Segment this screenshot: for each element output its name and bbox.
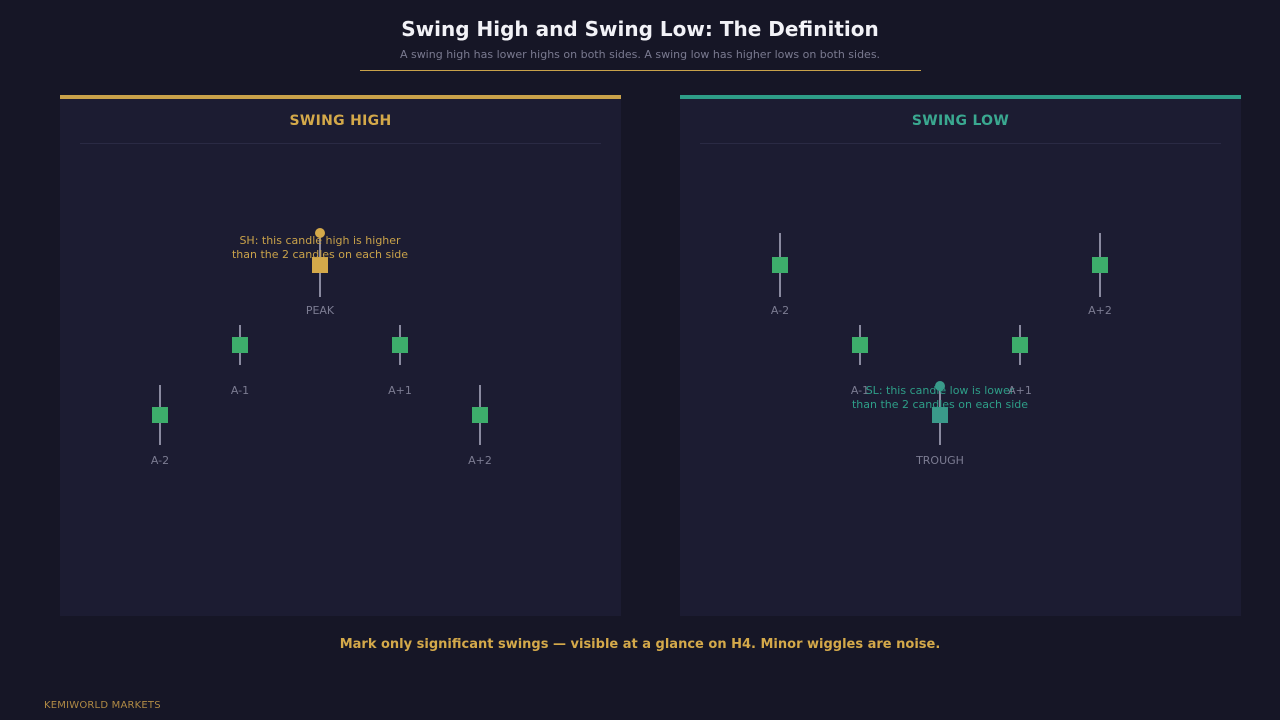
swing-low-annotation-line-1: SL: this candle low is lower [866,384,1015,397]
candle-a-plus-2 [472,385,488,445]
label-a-plus-1: A+1 [1008,384,1032,397]
label-a-plus-2: A+2 [1088,304,1112,317]
label-trough: TROUGH [915,454,964,467]
swing-high-accent-bar [60,95,621,99]
swing-low-annotation-line-2: than the 2 candles on each side [852,398,1028,411]
title-divider [360,70,921,71]
swing-low-title: SWING LOW [911,113,1010,129]
swing-low-panel: SWING LOW A-2 A-1 TROUGH SL: this candle… [680,95,1241,616]
label-a-minus-1: A-1 [231,384,249,397]
label-a-minus-1: A-1 [851,384,869,397]
candle-trough [932,381,948,445]
swing-low-marker [935,381,945,391]
label-peak: PEAK [306,304,335,317]
label-a-minus-2: A-2 [151,454,169,467]
footer-note: Mark only significant swings — visible a… [339,637,941,652]
swing-high-annotation-line-1: SH: this candle high is higher [239,234,401,247]
swing-high-divider [80,143,601,144]
swing-high-annotation-line-2: than the 2 candles on each side [232,248,408,261]
brand-label: KEMIWORLD MARKETS [44,700,161,711]
swing-high-panel: SWING HIGH A-2 A-1 PEAK SH: this candle … [60,95,621,616]
swing-high-marker [315,228,325,238]
candle-a-plus-2 [1092,233,1108,297]
swing-high-title: SWING HIGH [289,113,392,129]
candle-a-plus-1 [1012,325,1028,365]
label-a-plus-2: A+2 [468,454,492,467]
candle-a-minus-2 [772,233,788,297]
page-title: Swing High and Swing Low: The Definition [401,17,879,41]
label-a-minus-2: A-2 [771,304,789,317]
candle-a-minus-1 [232,325,248,365]
label-a-plus-1: A+1 [388,384,412,397]
swing-low-accent-bar [680,95,1241,99]
candle-peak [312,228,328,297]
swing-high-diagram: A-2 A-1 PEAK SH: this candle high is hig… [151,228,492,467]
candle-a-plus-1 [392,325,408,365]
candle-a-minus-1 [852,325,868,365]
page-subtitle: A swing high has lower highs on both sid… [399,48,881,61]
swing-low-divider [700,143,1221,144]
swing-low-diagram: A-2 A-1 TROUGH SL: this candle low is lo… [771,233,1112,467]
candle-a-minus-2 [152,385,168,445]
